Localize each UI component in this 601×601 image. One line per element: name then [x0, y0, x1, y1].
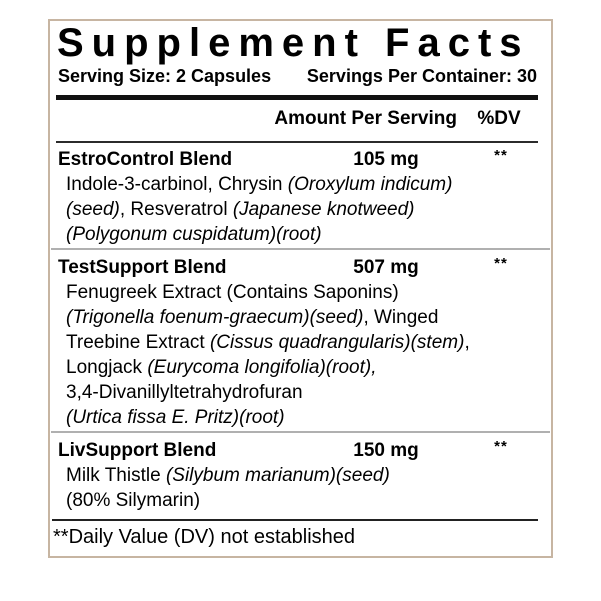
ingredient-line: (Trigonella foenum-graecum)(seed), Winge…: [66, 305, 545, 330]
ingredient-text: Indole-3-carbinol, Chrysin: [66, 174, 288, 195]
ingredient-botanical-name: (Polygonum cuspidatum)(root): [66, 224, 322, 245]
servings-per-container: Servings Per Container: 30: [306, 66, 537, 86]
facts-title: Supplement Facts: [57, 21, 530, 65]
ingredient-line: Treebine Extract (Cissus quadrangularis)…: [66, 330, 545, 355]
ingredient-line: (80% Silymarin): [66, 488, 545, 513]
dv-header: %DV: [477, 108, 521, 129]
header-rule: [56, 141, 538, 143]
blend-dv: **: [494, 255, 508, 272]
ingredient-lines: Indole-3-carbinol, Chrysin (Oroxylum ind…: [50, 172, 551, 247]
footnote: **Daily Value (DV) not established: [53, 526, 356, 548]
blend-section: TestSupport Blend 507 mg ** Fenugreek Ex…: [50, 251, 551, 430]
blend-name: TestSupport Blend: [58, 257, 227, 278]
column-header-row: Amount Per Serving %DV: [58, 108, 541, 130]
blend-name: LivSupport Blend: [58, 440, 217, 461]
blend-amount: 105 mg: [353, 149, 419, 170]
section-divider: [51, 431, 550, 433]
thick-rule: [56, 95, 538, 100]
footnote-rule: [52, 519, 538, 521]
ingredient-text: Milk Thistle: [66, 465, 166, 486]
blend-row: TestSupport Blend 507 mg **: [50, 255, 551, 280]
ingredient-botanical-name: (Trigonella foenum-graecum)(seed): [66, 307, 364, 328]
blend-row: EstroControl Blend 105 mg **: [50, 147, 551, 172]
blend-section: LivSupport Blend 150 mg ** Milk Thistle …: [50, 434, 551, 513]
ingredient-line: (Urtica fissa E. Pritz)(root): [66, 405, 545, 430]
ingredient-botanical-name: (Oroxylum indicum): [287, 174, 453, 195]
ingredient-line: Milk Thistle (Silybum marianum)(seed): [66, 463, 545, 488]
serving-size: Serving Size: 2 Capsules: [58, 66, 272, 86]
ingredient-lines: Milk Thistle (Silybum marianum)(seed) (80…: [50, 463, 551, 513]
ingredient-text: (80% Silymarin): [66, 490, 201, 511]
ingredient-text: Longjack: [66, 357, 148, 378]
blend-dv: **: [494, 438, 508, 455]
blend-amount: 150 mg: [353, 440, 419, 461]
supplement-facts-label: Supplement Facts Serving Size: 2 Capsule…: [48, 19, 553, 558]
ingredient-line: Longjack (Eurycoma longifolia)(root),: [66, 355, 545, 380]
section-divider: [51, 248, 550, 250]
ingredient-text: ,: [464, 332, 470, 353]
ingredient-text: 3,4-Divanillyltetrahydrofuran: [66, 382, 303, 403]
ingredient-text: , Winged: [363, 307, 439, 328]
blend-amount: 507 mg: [353, 257, 419, 278]
ingredient-line: Fenugreek Extract (Contains Saponins): [66, 280, 545, 305]
ingredient-line: (Polygonum cuspidatum)(root): [66, 222, 545, 247]
amount-per-serving-header: Amount Per Serving: [274, 108, 457, 129]
ingredient-botanical-name: (Cissus quadrangularis)(stem): [209, 332, 465, 353]
blend-sections: EstroControl Blend 105 mg ** Indole-3-ca…: [50, 143, 551, 513]
ingredient-botanical-name: (Japanese knotweed): [232, 199, 415, 220]
blend-name: EstroControl Blend: [58, 149, 233, 170]
ingredient-text: Treebine Extract: [66, 332, 210, 353]
ingredient-botanical-name: (Eurycoma longifolia)(root),: [147, 357, 377, 378]
ingredient-text: Fenugreek Extract (Contains Saponins): [66, 282, 399, 303]
blend-row: LivSupport Blend 150 mg **: [50, 438, 551, 463]
ingredient-botanical-name: (seed): [66, 199, 120, 220]
ingredient-line: (seed), Resveratrol (Japanese knotweed): [66, 197, 545, 222]
ingredient-text: , Resveratrol: [119, 199, 233, 220]
blend-dv: **: [494, 147, 508, 164]
ingredient-botanical-name: (Silybum marianum)(seed): [165, 465, 390, 486]
ingredient-line: Indole-3-carbinol, Chrysin (Oroxylum ind…: [66, 172, 545, 197]
serving-info-row: Serving Size: 2 Capsules Servings Per Co…: [58, 66, 537, 86]
ingredient-botanical-name: (Urtica fissa E. Pritz)(root): [66, 407, 285, 428]
blend-section: EstroControl Blend 105 mg ** Indole-3-ca…: [50, 143, 551, 247]
ingredient-line: 3,4-Divanillyltetrahydrofuran: [66, 380, 545, 405]
ingredient-lines: Fenugreek Extract (Contains Saponins) (Tr…: [50, 280, 551, 430]
